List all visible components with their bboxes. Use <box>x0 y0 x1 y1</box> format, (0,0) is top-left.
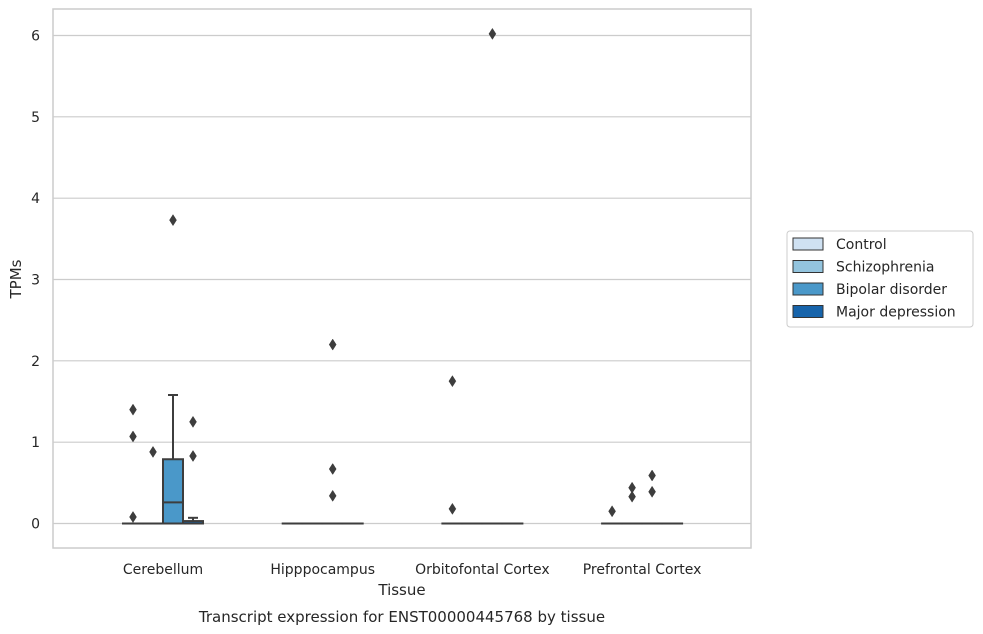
legend-swatch <box>792 305 824 318</box>
flier-point <box>149 445 157 458</box>
y-axis-label: TPMs <box>7 259 25 299</box>
flier-point <box>189 450 197 462</box>
fliers <box>129 27 656 523</box>
y-tick-label: 5 <box>31 110 40 126</box>
legend-swatch <box>792 237 824 251</box>
flier-point <box>328 338 337 351</box>
y-tick-label: 4 <box>31 191 40 207</box>
flier-point <box>328 463 337 475</box>
x-tick-label: Prefrontal Cortex <box>583 562 702 578</box>
x-axis-label: Tissue <box>377 581 425 599</box>
box-body <box>162 458 184 525</box>
flier-point <box>129 403 137 416</box>
boxes <box>122 393 684 525</box>
y-tick-label: 0 <box>31 517 40 533</box>
flier-point <box>648 485 656 498</box>
y-tick-label: 1 <box>31 435 40 451</box>
legend-label: Major depression <box>836 305 956 321</box>
x-tick-label: Orbitofontal Cortex <box>415 562 550 578</box>
box-cerebellum-bipolar-disorder <box>162 393 184 525</box>
gridlines <box>53 34 751 525</box>
flier-point <box>628 481 636 494</box>
flier-point <box>328 489 337 502</box>
y-tick-labels: 0 1 2 3 4 5 6 <box>31 29 40 533</box>
flier-point <box>488 27 497 40</box>
plot-frame <box>52 8 752 549</box>
y-tick-label: 6 <box>31 29 40 45</box>
plot-background <box>53 9 751 548</box>
flier-point <box>129 511 137 523</box>
x-tick-label: Cerebellum <box>123 562 203 578</box>
legend-frame <box>786 230 974 328</box>
legend: Control Schizophrenia Bipolar disorder Majo… <box>786 230 974 328</box>
legend-swatch <box>792 282 824 296</box>
legend-label: Schizophrenia <box>836 260 934 276</box>
x-tick-labels: Cerebellum Hipppocampus Orbitofontal Corte… <box>123 562 702 578</box>
legend-label: Bipolar disorder <box>836 282 947 298</box>
y-tick-label: 3 <box>31 273 40 289</box>
flier-point <box>448 502 457 515</box>
flier-point <box>129 430 137 443</box>
chart-caption: Transcript expression for ENST0000044576… <box>198 608 605 626</box>
flier-point <box>628 490 636 503</box>
flier-point <box>648 469 656 482</box>
flier-point <box>608 505 616 518</box>
legend-label: Control <box>836 237 887 253</box>
flier-point <box>189 415 197 428</box>
legend-swatch <box>792 260 824 273</box>
flier-point <box>169 214 177 227</box>
x-tick-label: Hipppocampus <box>270 562 375 578</box>
flier-point <box>448 375 457 388</box>
box-cerebellum-major-depression <box>182 516 204 525</box>
y-tick-label: 2 <box>31 354 40 370</box>
